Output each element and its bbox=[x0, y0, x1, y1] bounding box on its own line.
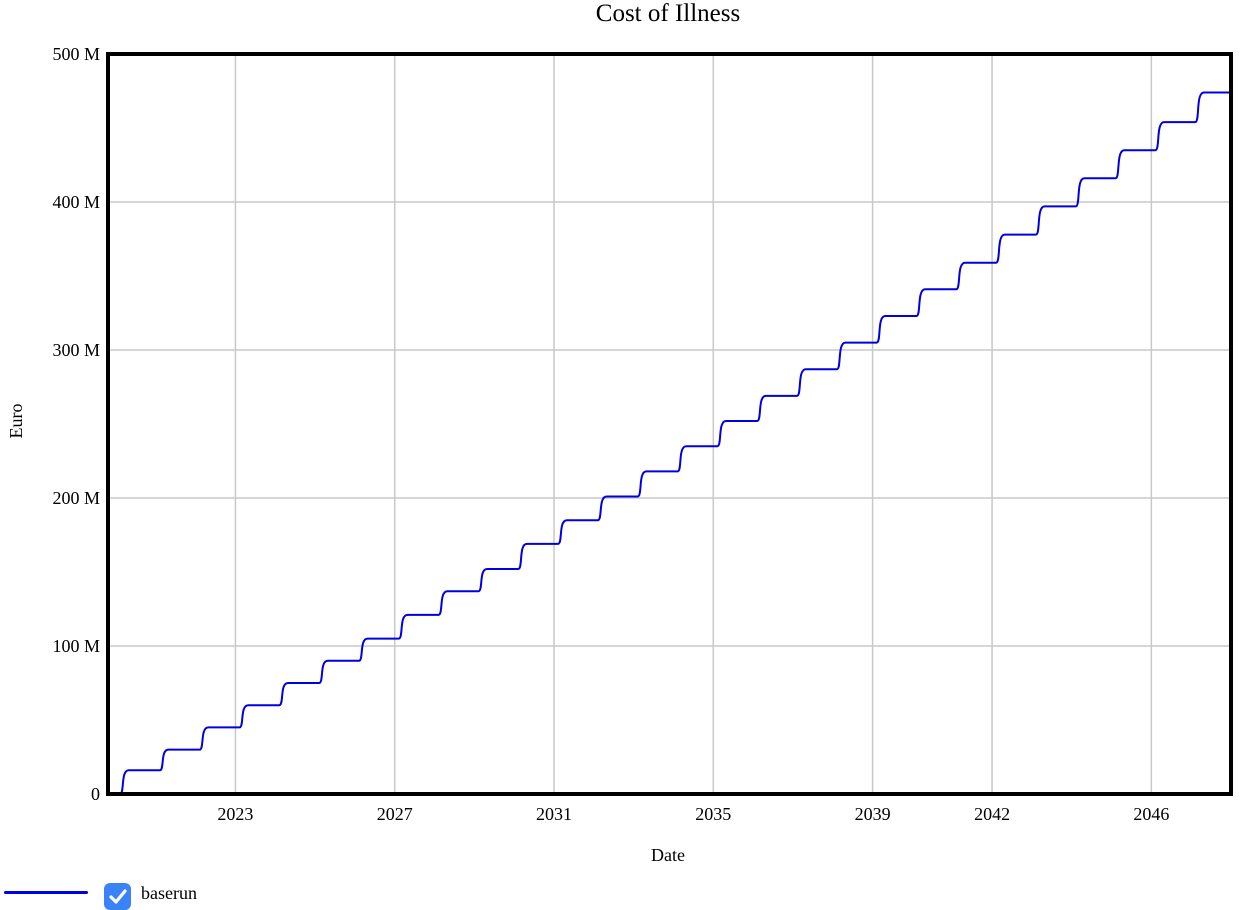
chart-svg: Cost of Illness 0 100 M 200 M 300 M 400 M 500… bbox=[6, 0, 1233, 865]
x-tick-label: 2035 bbox=[695, 804, 731, 824]
x-axis-ticks: 2023 2027 2031 2035 2039 2042 2046 bbox=[217, 804, 1169, 824]
checkmark-icon bbox=[109, 889, 127, 904]
x-tick-label: 2031 bbox=[536, 804, 572, 824]
x-tick-label: 2027 bbox=[377, 804, 413, 824]
y-axis-ticks: 0 100 M 200 M 300 M 400 M 500 M bbox=[52, 44, 100, 804]
y-tick-label: 0 bbox=[91, 784, 100, 804]
series-line-baserun bbox=[108, 91, 1231, 795]
y-axis-label: Euro bbox=[6, 404, 26, 439]
legend-checkbox-baserun[interactable] bbox=[104, 883, 131, 910]
y-tick-label: 400 M bbox=[52, 192, 100, 212]
x-tick-label: 2042 bbox=[974, 804, 1010, 824]
x-axis-label: Date bbox=[651, 845, 685, 865]
plot-frame bbox=[106, 52, 1233, 796]
chart-title: Cost of Illness bbox=[596, 0, 740, 27]
legend-label-baserun: baserun bbox=[141, 883, 197, 903]
x-tick-label: 2046 bbox=[1133, 804, 1169, 824]
y-tick-label: 500 M bbox=[52, 44, 100, 64]
legend-line-baserun bbox=[4, 891, 88, 894]
x-tick-label: 2039 bbox=[855, 804, 891, 824]
y-tick-label: 300 M bbox=[52, 340, 100, 360]
x-tick-label: 2023 bbox=[217, 804, 253, 824]
y-tick-label: 200 M bbox=[52, 488, 100, 508]
legend: baserun bbox=[0, 878, 300, 910]
series-layer bbox=[108, 91, 1231, 795]
y-tick-label: 100 M bbox=[52, 636, 100, 656]
grid bbox=[108, 54, 1231, 794]
